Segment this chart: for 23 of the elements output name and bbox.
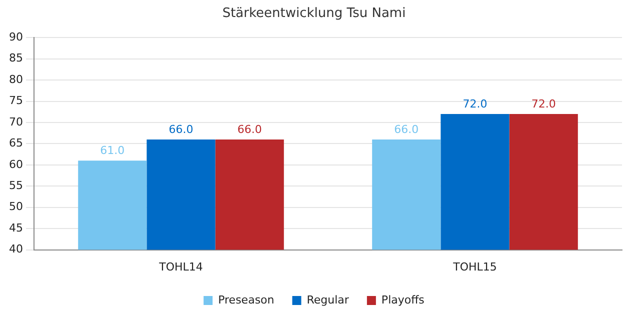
data-label: 72.0 bbox=[531, 97, 556, 110]
legend-label: Playoffs bbox=[381, 293, 425, 306]
y-tick-label: 80 bbox=[8, 72, 23, 86]
y-tick-label: 45 bbox=[8, 221, 23, 234]
data-label: 61.0 bbox=[100, 144, 125, 158]
chart-title: Stärkeentwicklung Tsu Nami bbox=[222, 6, 406, 22]
legend-label: Regular bbox=[306, 293, 350, 306]
data-label: 66.0 bbox=[168, 122, 194, 136]
data-label: 66.0 bbox=[394, 122, 419, 136]
legend-label: Preseason bbox=[218, 293, 274, 306]
data-label: 72.0 bbox=[462, 97, 488, 110]
y-tick-label: 60 bbox=[8, 158, 23, 171]
y-tick-label: 50 bbox=[8, 200, 23, 214]
y-tick-label: 70 bbox=[8, 115, 23, 128]
y-tick-label: 90 bbox=[8, 30, 23, 44]
y-tick-label: 40 bbox=[8, 242, 23, 256]
data-label: 66.0 bbox=[237, 122, 262, 136]
x-tick-label: TOHL15 bbox=[452, 260, 497, 274]
y-tick-label: 85 bbox=[8, 52, 23, 65]
y-tick-label: 55 bbox=[8, 179, 23, 192]
x-tick-label: TOHL14 bbox=[158, 260, 203, 274]
y-tick-label: 75 bbox=[8, 94, 23, 108]
y-tick-label: 65 bbox=[8, 136, 23, 150]
